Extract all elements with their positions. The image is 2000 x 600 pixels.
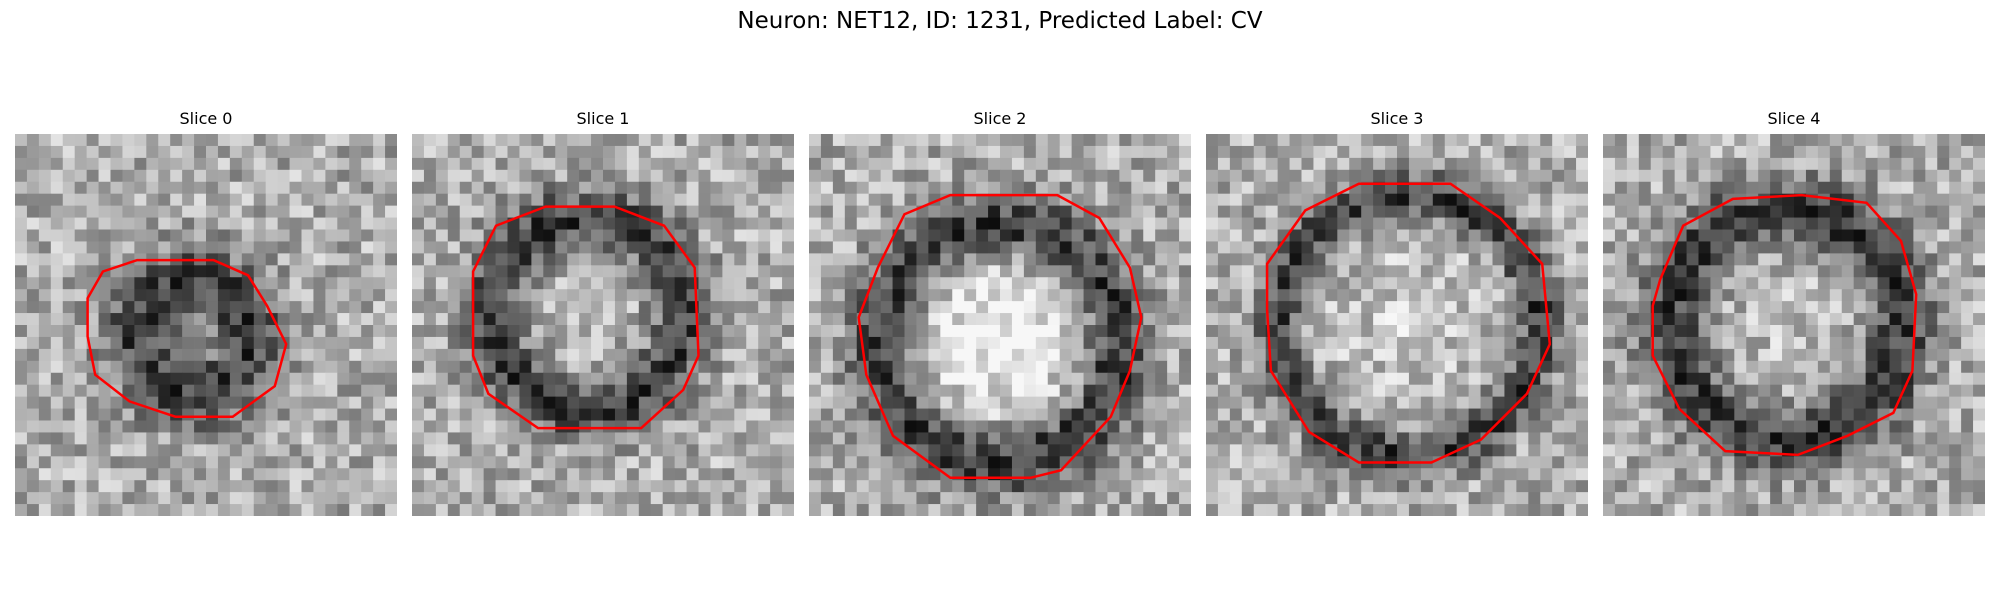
micrograph-pixels-0 [15, 134, 397, 516]
micrograph-pixels-2 [809, 134, 1191, 516]
slice-title-0: Slice 0 [179, 109, 233, 128]
slice-panel-1: Slice 1 [412, 108, 794, 516]
slice-image-4 [1603, 134, 1985, 516]
figure-title: Neuron: NET12, ID: 1231, Predicted Label… [737, 8, 1263, 34]
micrograph-pixels-4 [1603, 134, 1985, 516]
slice-title-1: Slice 1 [576, 109, 630, 128]
slice-image-2 [809, 134, 1191, 516]
predicted-contour-0 [86, 258, 288, 418]
slice-image-1 [412, 134, 794, 516]
micrograph-pixels-3 [1206, 134, 1588, 516]
predicted-contour-1 [471, 205, 700, 430]
micrograph-pixels-1 [412, 134, 794, 516]
predicted-contour-2 [857, 193, 1143, 480]
slice-image-0 [15, 134, 397, 516]
slice-title-4: Slice 4 [1767, 109, 1821, 128]
slice-image-3 [1206, 134, 1588, 516]
slice-title-2: Slice 2 [973, 109, 1027, 128]
slice-panel-3: Slice 3 [1206, 108, 1588, 516]
slice-panel-2: Slice 2 [809, 108, 1191, 516]
predicted-contour-3 [1265, 182, 1552, 464]
slice-panel-0: Slice 0 [15, 108, 397, 516]
slice-panel-4: Slice 4 [1603, 108, 1985, 516]
slice-title-3: Slice 3 [1370, 109, 1424, 128]
predicted-contour-4 [1651, 193, 1918, 457]
